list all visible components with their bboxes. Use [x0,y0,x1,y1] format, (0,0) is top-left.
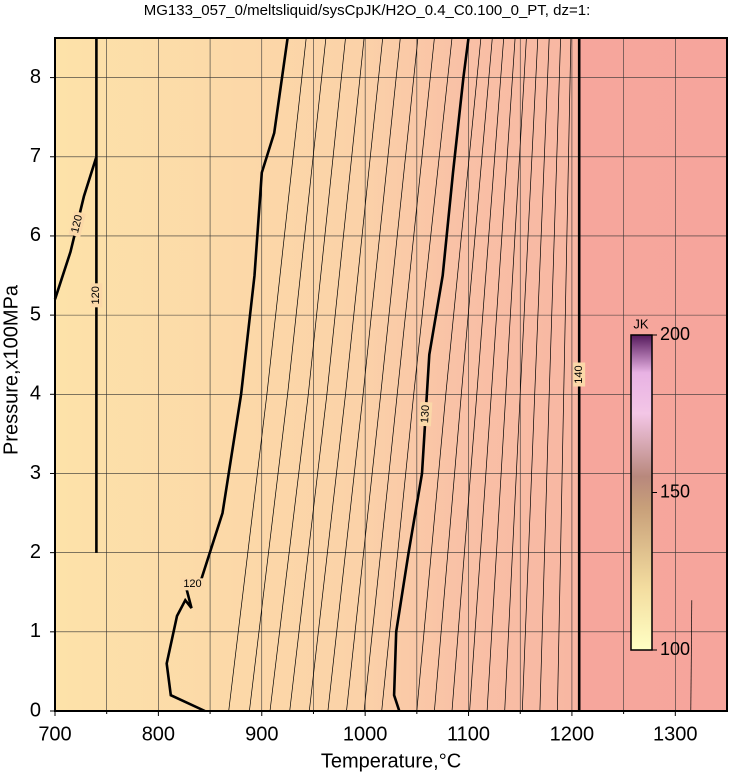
contour-label: 130 [419,405,432,424]
x-tick-label: 700 [38,723,71,745]
y-tick-label: 7 [30,145,41,167]
y-tick-label: 8 [30,66,41,88]
colorbar-label: JK [633,316,649,331]
y-tick-label: 6 [30,224,41,246]
contour-minor [521,37,550,712]
contour-minor [381,37,453,712]
contour-label: 140 [573,365,585,383]
y-axis-label: Pressure,x100MPa [0,284,22,455]
y-tick-label: 5 [30,303,41,325]
contour-minor [363,37,435,712]
contour-minor [327,37,401,712]
contour-label-bg [180,578,205,591]
contour-label-bg [573,362,586,387]
x-tick-label: 1100 [447,723,490,745]
contour-label: 120 [90,286,102,304]
contour-minor [690,600,693,712]
contour-minor [539,37,561,712]
plot-frame [54,37,728,712]
x-tick-label: 1000 [343,723,388,745]
x-tick-label: 900 [245,723,278,745]
contour-label: 120 [69,214,85,235]
contour-minor [228,37,307,712]
contour-minor [308,37,384,712]
contour-minor [269,37,346,712]
x-tick-label: 800 [142,723,175,745]
contour-minor [451,37,505,712]
contour-label-bg [68,210,86,238]
contour-minor [346,37,419,712]
contour-minor [434,37,493,712]
contour-minor [486,37,527,712]
y-tick-label: 3 [30,462,41,484]
x-axis-label: Temperature,°C [321,750,461,772]
contour-minor [289,37,365,712]
y-tick-label: 0 [30,699,41,721]
contour-minor [416,37,482,712]
plot-background [55,38,727,711]
chart-title: MG133_057_0/meltsliquid/sysCpJK/H2O_0.4_… [144,2,591,19]
x-tick-label: 1200 [550,723,595,745]
y-tick-label: 4 [30,383,41,405]
colorbar-tick-label: 100 [660,639,690,659]
contour-label-bg [90,283,103,308]
y-tick-label: 1 [30,620,41,642]
contour-minor [249,37,327,712]
contour-minor [504,37,539,712]
x-tick-label: 1300 [653,723,698,745]
contour-label-bg [418,401,433,427]
colorbar-tick-label: 200 [660,324,690,344]
y-tick-label: 2 [30,541,41,563]
contour-minor [469,37,516,712]
colorbar-tick-label: 150 [660,481,690,501]
contour-minor [557,37,572,712]
contour-label: 120 [183,578,201,590]
colorbar [630,334,653,651]
